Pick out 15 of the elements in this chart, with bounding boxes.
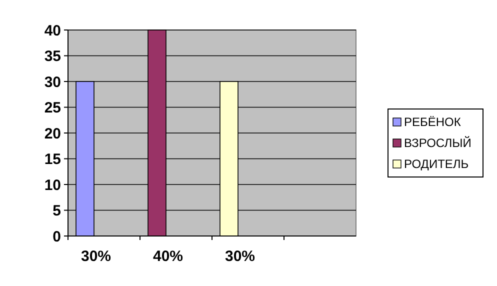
legend-label: ВЗРОСЛЫЙ [404, 136, 472, 150]
y-tick-label: 25 [44, 100, 61, 116]
y-tick-label: 15 [44, 151, 61, 168]
y-tick-label: 20 [44, 125, 61, 142]
y-tick-label: 35 [44, 48, 61, 65]
y-tick-label: 40 [44, 22, 61, 40]
y-tick-label: 0 [52, 228, 61, 246]
x-tick-label: 30% [80, 248, 112, 265]
legend-label: РОДИТЕЛЬ [404, 157, 469, 172]
legend-label: РЕБЁНОК [404, 115, 461, 130]
x-tick-label: 40% [152, 248, 184, 265]
x-tick-label: 30% [224, 248, 256, 265]
y-tick-label: 5 [52, 202, 61, 220]
y-tick-label: 10 [44, 176, 61, 194]
y-tick-label: 30 [44, 74, 61, 91]
